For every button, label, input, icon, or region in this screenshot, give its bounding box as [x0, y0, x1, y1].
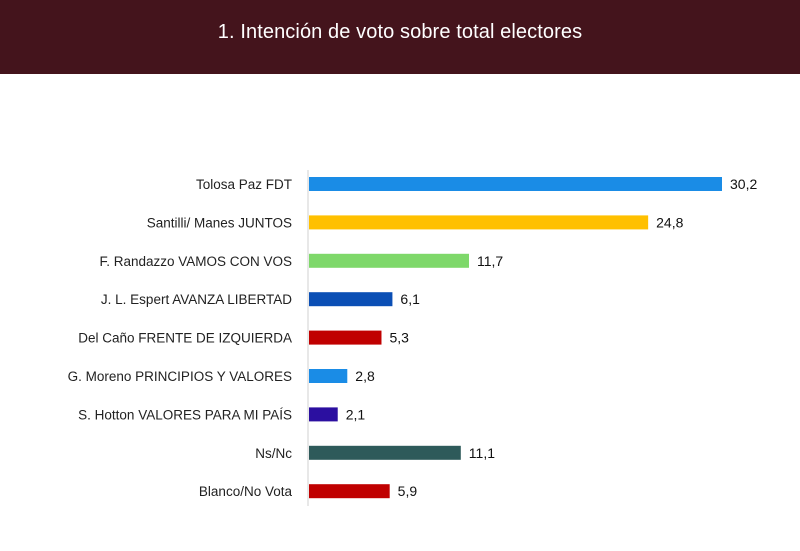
bar [309, 484, 390, 499]
category-label: Tolosa Paz FDT [196, 177, 292, 192]
value-label: 5,3 [389, 330, 409, 346]
category-label: Del Caño FRENTE DE IZQUIERDA [78, 331, 292, 346]
value-label: 6,1 [400, 291, 420, 307]
bar [309, 215, 649, 230]
bar [309, 253, 470, 268]
value-label: 5,9 [398, 483, 418, 499]
bar [309, 407, 338, 422]
value-label: 11,7 [477, 253, 503, 269]
bar [309, 292, 393, 307]
category-label: Blanco/No Vota [199, 484, 293, 499]
value-label: 11,1 [469, 445, 495, 461]
chart-title: 1. Intención de voto sobre total elector… [217, 20, 583, 43]
value-label: 2,8 [355, 368, 375, 384]
bar [309, 330, 382, 345]
bars-group: Tolosa Paz FDT 30,2 Santilli/ Manes JUNTOS… [68, 176, 758, 499]
bar [309, 177, 722, 191]
category-label: J. L. Espert AVANZA LIBERTAD [101, 292, 292, 307]
value-label: 2,1 [346, 406, 366, 422]
category-label: F. Randazzo VAMOS CON VOS [99, 254, 292, 269]
category-label: S. Hotton VALORES PARA MI PAÍS [78, 407, 292, 422]
value-label: 30,2 [730, 176, 757, 192]
category-label: Santilli/ Manes JUNTOS [147, 215, 292, 230]
category-label: Ns/Nc [255, 446, 292, 461]
category-label: G. Moreno PRINCIPIOS Y VALORES [68, 369, 292, 384]
value-label: 24,8 [656, 214, 683, 230]
bar [309, 445, 461, 460]
bar [309, 369, 348, 383]
chart-header-band: 1. Intención de voto sobre total elector… [0, 0, 800, 74]
